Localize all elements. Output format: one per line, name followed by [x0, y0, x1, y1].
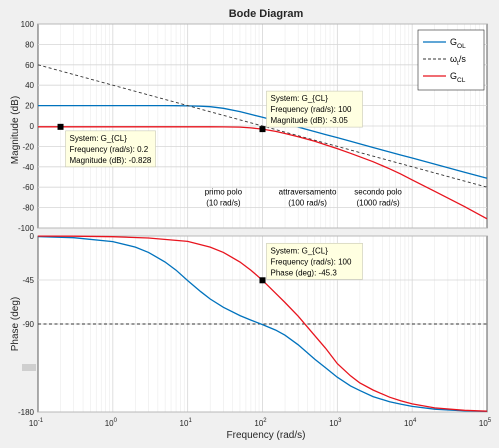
legend-entry-sub: OL — [457, 43, 466, 50]
x-tick-label: 102 — [254, 418, 267, 428]
magnitude-annotation: secondo polo — [354, 187, 402, 196]
magnitude-datatip-box — [65, 130, 156, 168]
legend-box — [417, 29, 485, 91]
legend-entry-label: GOL — [450, 37, 466, 50]
phase-y-tick-label: 0 — [30, 232, 35, 241]
phase-y-label: Phase (deg) — [10, 297, 21, 351]
magnitude-y-tick-label: 80 — [25, 40, 34, 49]
magnitude-y-tick-label: -40 — [22, 163, 34, 172]
legend-entry-sub: t — [457, 60, 459, 67]
x-tick-label-base: 10 — [180, 419, 189, 428]
magnitude-datatip-text: Magnitude (dB): -3.05 — [271, 116, 349, 125]
magnitude-axes[interactable]: 100 80 60 40 20 0 -20 -40 -60 -80 -100 primo polo (1… — [18, 20, 488, 233]
phase-series-gol — [37, 235, 488, 413]
phase-axes[interactable]: 0 -45 -90 -180 System: G_{CL} Frequency (rad/… — [18, 232, 488, 417]
magnitude-y-tick-label: 20 — [25, 102, 34, 111]
x-tick-label-base: 10 — [479, 419, 488, 428]
magnitude-datatip-marker — [259, 126, 266, 133]
x-tick-label-exp: 4 — [413, 418, 417, 424]
magnitude-datatip-text: Magnitude (dB): -0.828 — [70, 156, 152, 165]
magnitude-datatip-text: System: G_{CL} — [70, 134, 128, 143]
legend-entry-base: G — [450, 37, 457, 47]
x-tick-label-exp: 3 — [338, 418, 342, 424]
legend-entry-base: G — [450, 71, 457, 81]
phase-axis-toolbar-stub — [22, 364, 36, 371]
x-tick-label-base: 10 — [29, 419, 38, 428]
phase-datatip-text: Frequency (rad/s): 100 — [271, 257, 352, 266]
phase-datatip-box — [266, 242, 363, 280]
magnitude-annotation: primo polo — [205, 187, 243, 196]
legend-entry-label: GCL — [450, 71, 466, 84]
x-tick-label: 105 — [479, 418, 492, 428]
magnitude-datatip-box — [266, 90, 363, 128]
x-tick-label: 100 — [105, 418, 118, 428]
phase-datatip-text: Phase (deg): -45.3 — [271, 268, 338, 277]
magnitude-y-tick-label: 100 — [21, 20, 35, 29]
legend-entry-sub: CL — [457, 77, 466, 84]
x-axis-label: Frequency (rad/s) — [227, 430, 306, 441]
x-tick-label: 10-1 — [29, 418, 44, 428]
x-tick-label-exp: -1 — [38, 418, 44, 424]
legend-entry-base: ω — [450, 54, 457, 64]
magnitude-annotation: (10 rad/s) — [206, 198, 241, 207]
magnitude-y-tick-label: -100 — [18, 224, 35, 233]
phase-datatip-marker — [259, 277, 266, 284]
x-tick-label: 101 — [180, 418, 193, 428]
x-tick-label-base: 10 — [254, 419, 263, 428]
x-tick-label: 104 — [404, 418, 417, 428]
magnitude-y-label: Magnitude (dB) — [10, 96, 21, 164]
magnitude-y-tick-label: 0 — [30, 122, 35, 131]
x-tick-label-exp: 1 — [188, 418, 192, 424]
phase-y-tick-label: -90 — [22, 320, 34, 329]
x-tick-labels: 10-1 100 101 102 103 104 105 — [29, 418, 492, 428]
phase-y-tick-label: -45 — [22, 276, 34, 285]
legend-entry-tail: /s — [459, 54, 467, 64]
magnitude-y-tick-label: -60 — [22, 183, 34, 192]
chart-title: Bode Diagram — [229, 8, 304, 20]
phase-y-tick-label: -180 — [18, 408, 35, 417]
magnitude-datatip-text: System: G_{CL} — [271, 94, 329, 103]
magnitude-series-gcl — [38, 126, 488, 220]
phase-datatip-text: System: G_{CL} — [271, 246, 329, 255]
x-tick-label-base: 10 — [329, 419, 338, 428]
magnitude-annotation: (1000 rad/s) — [356, 198, 399, 207]
x-tick-label-base: 10 — [404, 419, 413, 428]
magnitude-y-tick-label: -20 — [22, 142, 34, 151]
x-tick-label: 103 — [329, 418, 342, 428]
magnitude-series-omega-t — [37, 64, 488, 188]
legend-entry-label: ωt/s — [450, 54, 466, 67]
magnitude-y-tick-label: 40 — [25, 81, 34, 90]
magnitude-y-tick-label: 60 — [25, 61, 34, 70]
magnitude-annotation: (100 rad/s) — [288, 198, 327, 207]
x-tick-label-exp: 5 — [488, 418, 492, 424]
magnitude-datatip-text: Frequency (rad/s): 0.2 — [70, 145, 149, 154]
magnitude-datatip-marker — [57, 123, 64, 130]
x-tick-label-exp: 2 — [263, 418, 267, 424]
magnitude-y-tick-label: -80 — [22, 204, 34, 213]
magnitude-annotation: attraversamento — [279, 187, 337, 196]
phase-series-gcl — [37, 235, 488, 412]
x-tick-label-exp: 0 — [114, 418, 118, 424]
x-tick-label-base: 10 — [105, 419, 114, 428]
magnitude-datatip-text: Frequency (rad/s): 100 — [271, 105, 352, 114]
